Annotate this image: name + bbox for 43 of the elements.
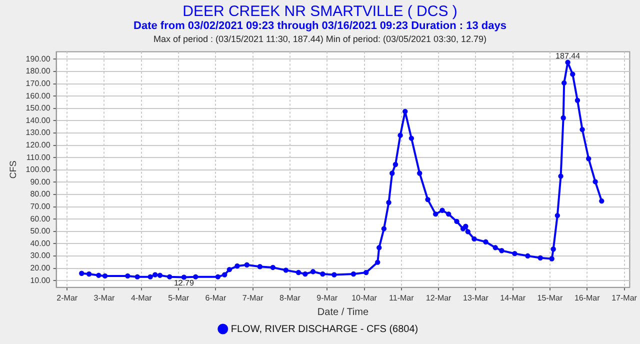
y-tick-label: 70.00 (30, 202, 51, 212)
x-tick-label: 3-Mar (94, 293, 116, 302)
x-tick-label: 16-Mar (574, 293, 600, 302)
x-tick-label: 12-Mar (426, 293, 452, 302)
x-tick-label: 15-Mar (537, 293, 563, 302)
y-tick-label: 60.00 (30, 214, 51, 224)
x-tick-label: 13-Mar (463, 293, 489, 302)
legend-label: FLOW, RIVER DISCHARGE - CFS (6804) (230, 324, 418, 335)
y-tick-label: 150.00 (26, 104, 51, 113)
y-tick-label: 50.00 (30, 226, 51, 236)
y-tick-label: 140.00 (26, 116, 51, 125)
text: Max of period : (03/15/2021 11:30, 187.44) Min of period: (03/05/2021 03:30, 12.79) (152, 34, 488, 44)
y-tick-label: 190.00 (26, 54, 51, 64)
x-tick-label: 5-Mar (168, 293, 190, 302)
y-tick-label: 130.00 (26, 128, 51, 138)
x-tick-label: 9-Mar (316, 293, 338, 302)
y-tick-label: 110.00 (26, 152, 51, 162)
x-tick-label: 14-Mar (500, 293, 526, 302)
y-tick-label: 100.00 (26, 165, 51, 174)
x-tick-label: 6-Mar (205, 293, 226, 302)
x-axis-title: Date / Time (317, 306, 369, 318)
x-tick-label: 17-Mar (612, 293, 638, 302)
chart-title: DEER CREEK NR SMARTVILLE ( DCS ) (182, 3, 458, 20)
chart-subtitle: Date from 03/02/2021 09:23 through 03/16/2021 09:23 Duration : 13 days (132, 20, 508, 32)
y-tick-label: 120.00 (26, 140, 51, 150)
y-tick-label: 10.00 (30, 276, 51, 285)
x-tick-label: 4-Mar (130, 293, 152, 302)
x-tick-label: 10-Mar (352, 293, 378, 302)
annotation: 187.44 (556, 52, 581, 61)
y-axis-title: CFS (8, 160, 18, 179)
x-tick-label: 7-Mar (242, 293, 264, 302)
x-tick-label: 11-Mar (389, 293, 414, 302)
y-tick-label: 80.00 (30, 190, 51, 199)
y-tick-label: 30.00 (30, 251, 51, 260)
y-tick-label: 160.00 (26, 91, 51, 100)
y-tick-label: 40.00 (30, 238, 51, 248)
y-tick-label: 90.00 (30, 177, 51, 186)
y-tick-label: 170.00 (26, 78, 51, 88)
y-tick-label: 180.00 (26, 66, 51, 76)
x-tick-label: 8-Mar (280, 293, 301, 302)
x-tick-label: 2-Mar (56, 293, 78, 302)
annotation: 12.79 (174, 278, 195, 288)
y-tick-label: 20.00 (30, 264, 51, 273)
